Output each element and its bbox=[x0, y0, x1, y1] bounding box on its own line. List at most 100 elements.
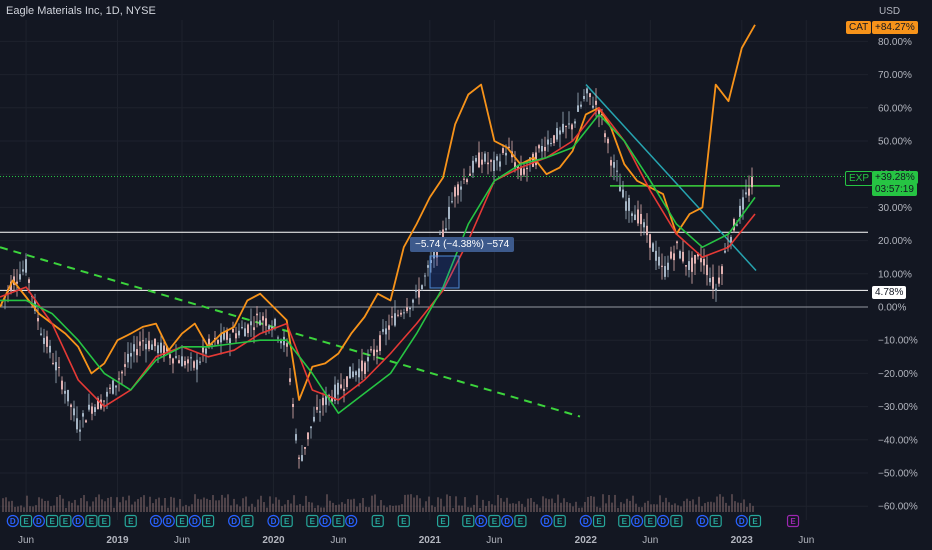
candle-body bbox=[439, 233, 441, 235]
event-marker bbox=[162, 514, 175, 528]
volume-bar bbox=[269, 496, 271, 512]
candle-body bbox=[682, 251, 684, 262]
candle-body bbox=[406, 307, 408, 312]
event-letter: D bbox=[504, 517, 510, 526]
descending-trendline bbox=[0, 246, 581, 418]
y-tick-label: 30.00% bbox=[878, 203, 912, 214]
horizontal-levels bbox=[0, 176, 868, 308]
volume-bar bbox=[593, 496, 595, 512]
volume-bar bbox=[497, 494, 499, 512]
candle-body bbox=[181, 356, 183, 367]
volume-bar bbox=[362, 497, 364, 512]
volume-bar bbox=[731, 494, 733, 512]
candle-body bbox=[349, 366, 351, 379]
volume-bar bbox=[263, 502, 265, 512]
event-letter: E bbox=[63, 517, 69, 526]
x-tick-label: Jun bbox=[174, 535, 190, 546]
volume-bar bbox=[692, 499, 694, 512]
volume-bar bbox=[8, 501, 10, 512]
volume-bar bbox=[284, 504, 286, 512]
event-badge-e: E bbox=[371, 514, 384, 528]
candle-body bbox=[280, 339, 282, 344]
event-marker bbox=[201, 514, 215, 528]
event-letter: D bbox=[544, 517, 550, 526]
candle-body bbox=[658, 256, 660, 266]
volume-bar bbox=[275, 497, 277, 512]
candle-body bbox=[190, 357, 192, 359]
candle-body bbox=[265, 318, 267, 326]
volume-bar bbox=[584, 501, 586, 512]
volume-bar bbox=[713, 502, 715, 512]
volume-bar bbox=[191, 504, 193, 512]
volume-bar bbox=[143, 495, 145, 512]
event-letter: D bbox=[166, 517, 172, 526]
candle-body bbox=[226, 330, 228, 340]
candle-body bbox=[28, 279, 30, 283]
event-marker bbox=[85, 514, 98, 528]
volume-bar bbox=[347, 499, 349, 512]
volume-bar bbox=[503, 501, 505, 512]
candle-body bbox=[235, 333, 237, 339]
volume-bar bbox=[533, 501, 535, 512]
event-badge-e: E bbox=[709, 514, 722, 528]
x-tick-label: 2022 bbox=[575, 535, 598, 546]
volume-bar bbox=[209, 499, 211, 512]
volume-bar bbox=[368, 507, 370, 512]
x-axis: Jun 2019 Jun 2020 Jun 2021 Jun 2022 Jun 2023 Jun bbox=[18, 535, 814, 546]
candle-body bbox=[520, 166, 522, 176]
candle-body bbox=[187, 359, 189, 364]
candle-body bbox=[46, 336, 48, 347]
y-tick-label: 60.00% bbox=[878, 103, 912, 114]
volume-bar bbox=[173, 497, 175, 512]
volume-bar bbox=[656, 504, 658, 512]
volume-bar bbox=[470, 507, 472, 512]
candle-body bbox=[169, 354, 171, 359]
candle-body bbox=[250, 321, 252, 326]
candle-body bbox=[427, 265, 429, 268]
candle-body bbox=[526, 167, 528, 170]
candle-body bbox=[139, 341, 141, 346]
volume-bar bbox=[125, 500, 127, 512]
volume-bar bbox=[443, 506, 445, 512]
candle-body bbox=[304, 446, 306, 449]
event-badge-d: D bbox=[319, 514, 332, 528]
candle-body bbox=[73, 408, 75, 416]
candle-body bbox=[247, 324, 249, 334]
event-badge-e: E bbox=[241, 514, 254, 528]
volume-bar bbox=[272, 503, 274, 512]
candle-body bbox=[37, 318, 39, 322]
candle-body bbox=[535, 152, 537, 166]
volume-bar bbox=[83, 495, 85, 512]
candle-body bbox=[127, 353, 129, 363]
volume-bar bbox=[587, 496, 589, 512]
event-marker bbox=[670, 514, 683, 528]
volume-bar bbox=[455, 496, 457, 512]
event-badge-e: E bbox=[436, 514, 450, 528]
candle-body bbox=[409, 307, 411, 310]
volume-bar bbox=[614, 494, 616, 512]
event-letter: D bbox=[153, 517, 159, 526]
candle-body bbox=[286, 343, 288, 347]
event-marker bbox=[696, 514, 709, 528]
candle-body bbox=[517, 165, 519, 169]
candle-body bbox=[253, 327, 255, 331]
candle-body bbox=[610, 160, 612, 166]
candle-body bbox=[514, 162, 516, 169]
candle-body bbox=[481, 159, 483, 165]
candle-body bbox=[748, 188, 750, 196]
volume-bar bbox=[485, 505, 487, 512]
candle-body bbox=[205, 348, 207, 354]
volume-bar bbox=[725, 502, 727, 512]
volume-bar bbox=[632, 495, 634, 512]
volume-bar bbox=[245, 496, 247, 512]
candle-body bbox=[322, 397, 324, 406]
candle-body bbox=[706, 264, 708, 276]
candle-body bbox=[340, 384, 342, 389]
volume-bar bbox=[620, 502, 622, 512]
candle-body bbox=[94, 407, 96, 412]
candle-body bbox=[649, 234, 651, 248]
candle-body bbox=[538, 145, 540, 149]
volume-bar bbox=[317, 505, 319, 512]
candle-body bbox=[466, 179, 468, 183]
